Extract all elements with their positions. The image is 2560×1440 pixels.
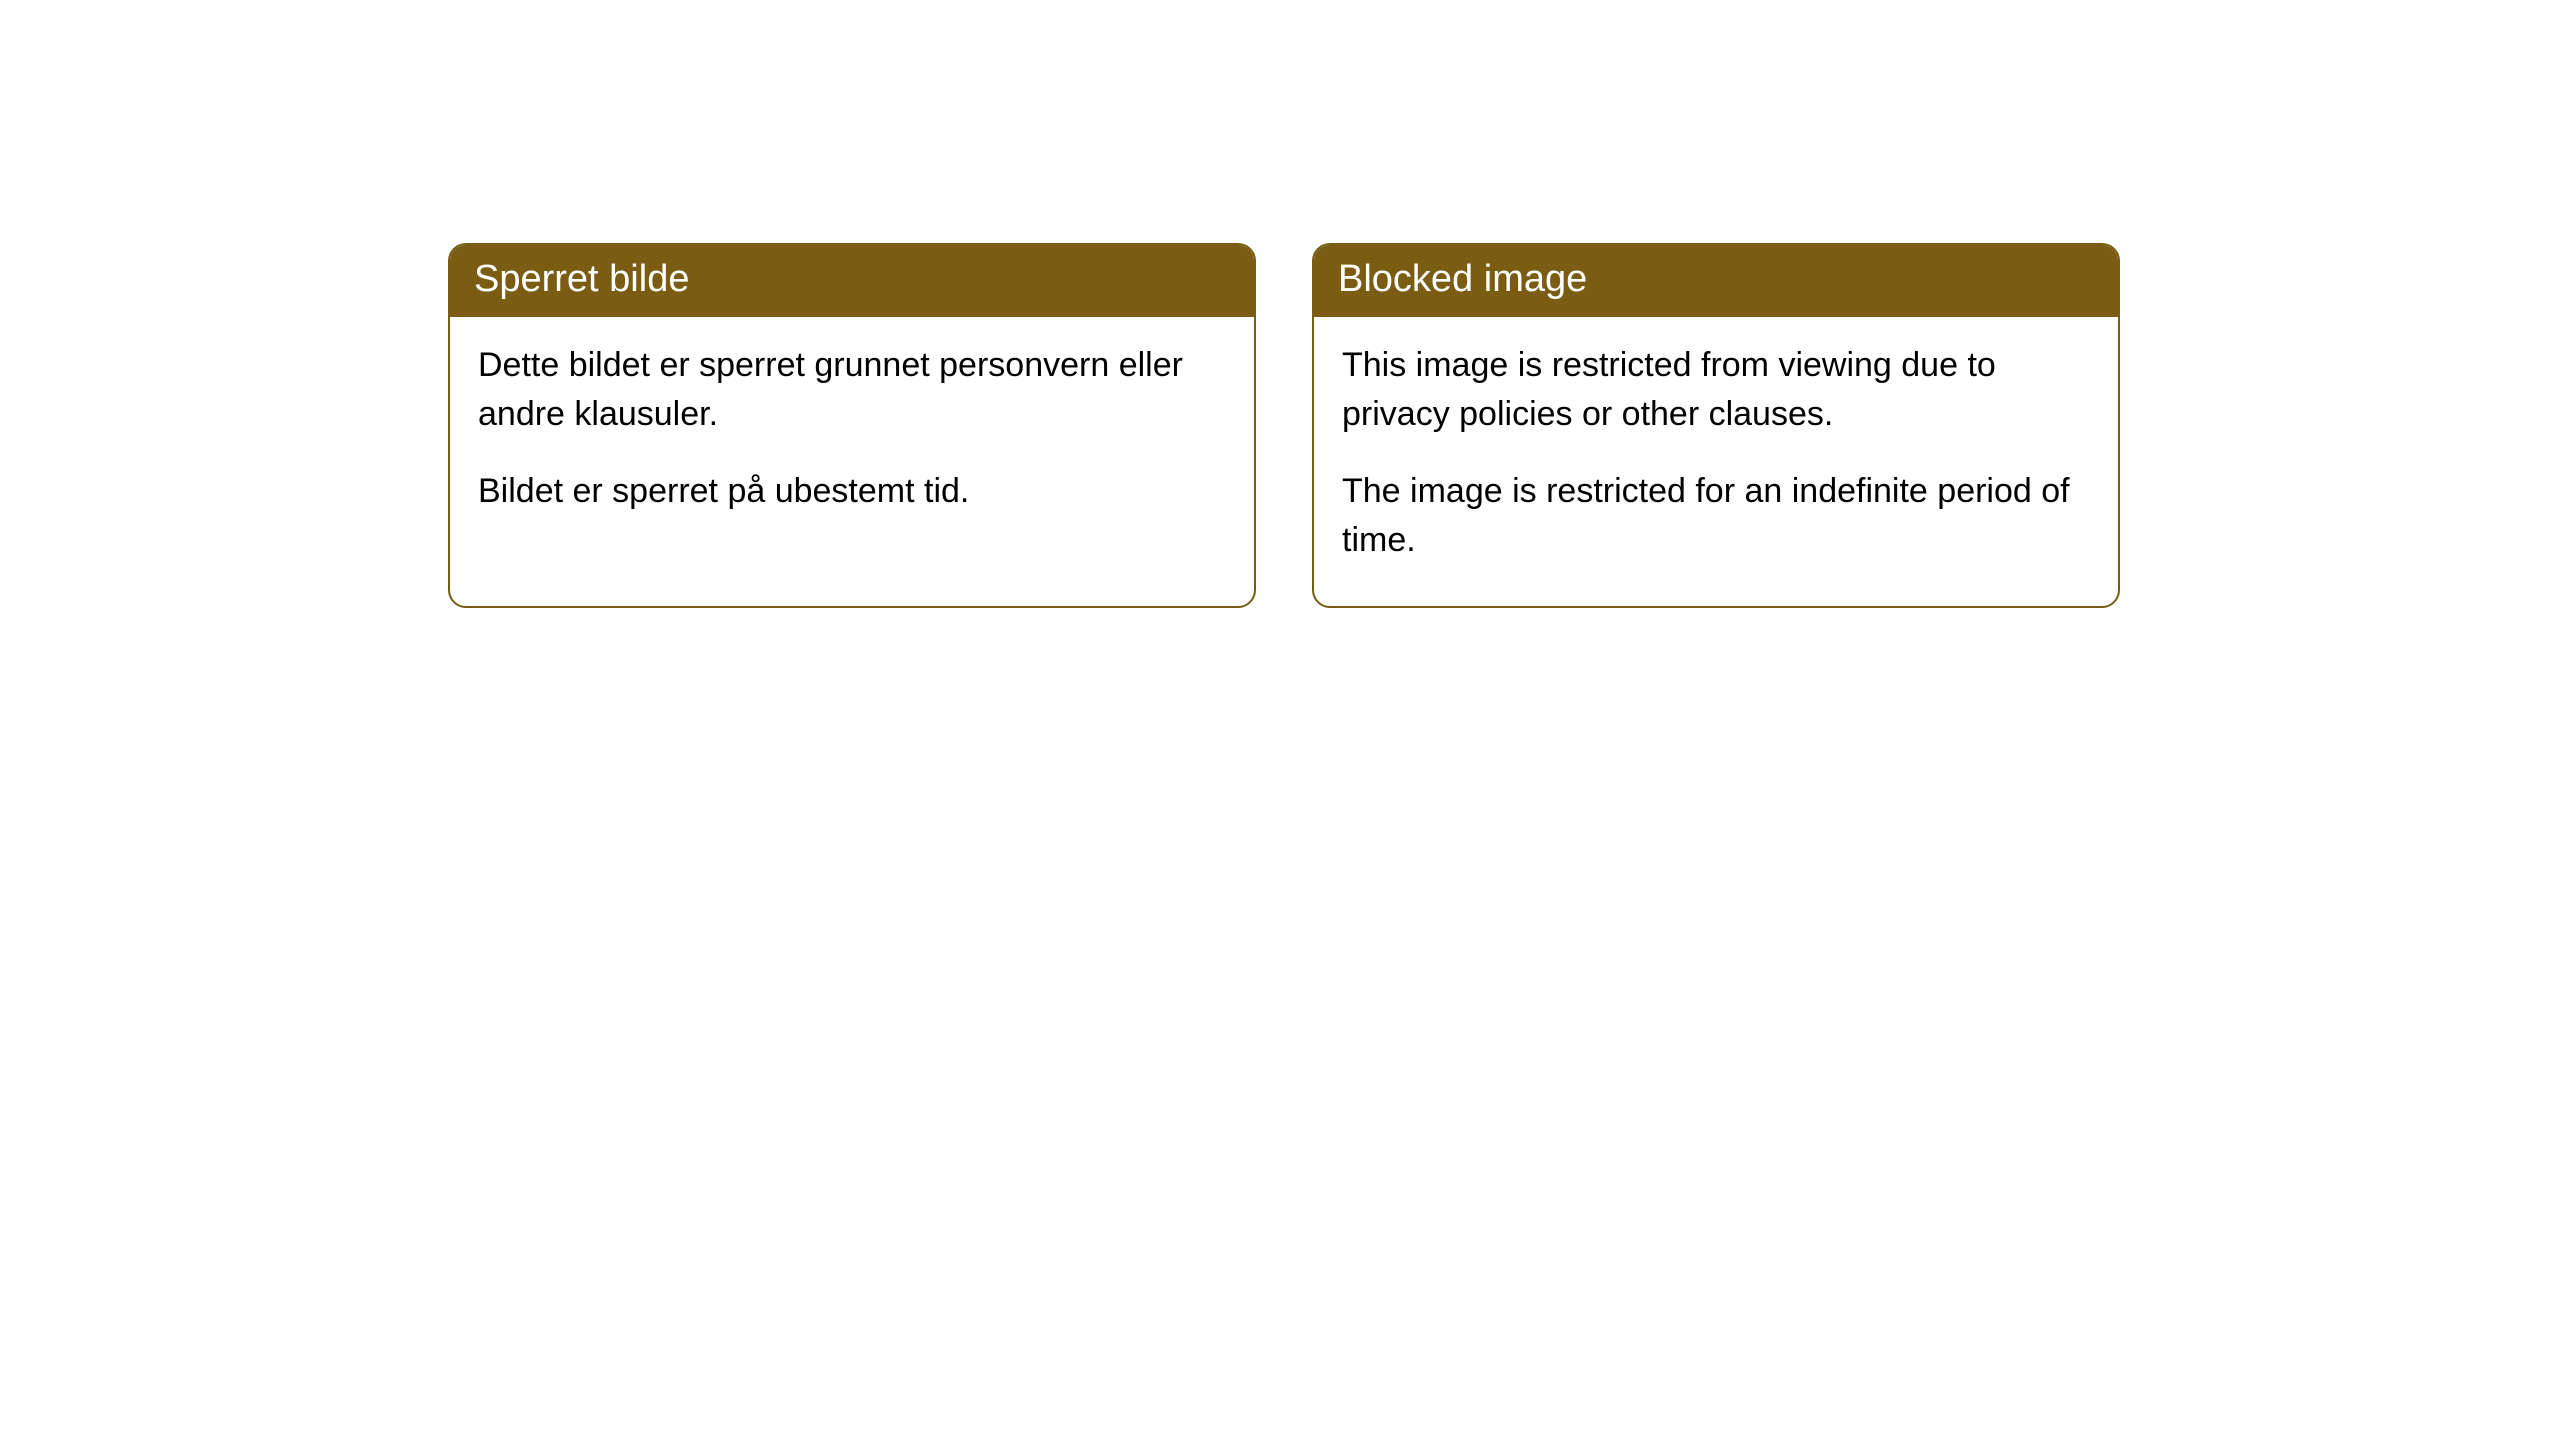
card-paragraph: Dette bildet er sperret grunnet personve… <box>478 341 1226 440</box>
card-body: Dette bildet er sperret grunnet personve… <box>450 317 1254 557</box>
notice-cards-container: Sperret bilde Dette bildet er sperret gr… <box>0 0 2560 608</box>
card-header: Blocked image <box>1314 245 2118 317</box>
card-header: Sperret bilde <box>450 245 1254 317</box>
card-body: This image is restricted from viewing du… <box>1314 317 2118 606</box>
blocked-image-card-en: Blocked image This image is restricted f… <box>1312 243 2120 608</box>
card-paragraph: Bildet er sperret på ubestemt tid. <box>478 467 1226 516</box>
card-title: Blocked image <box>1338 258 1587 300</box>
card-paragraph: The image is restricted for an indefinit… <box>1342 467 2090 566</box>
card-title: Sperret bilde <box>474 258 689 300</box>
card-paragraph: This image is restricted from viewing du… <box>1342 341 2090 440</box>
blocked-image-card-no: Sperret bilde Dette bildet er sperret gr… <box>448 243 1256 608</box>
